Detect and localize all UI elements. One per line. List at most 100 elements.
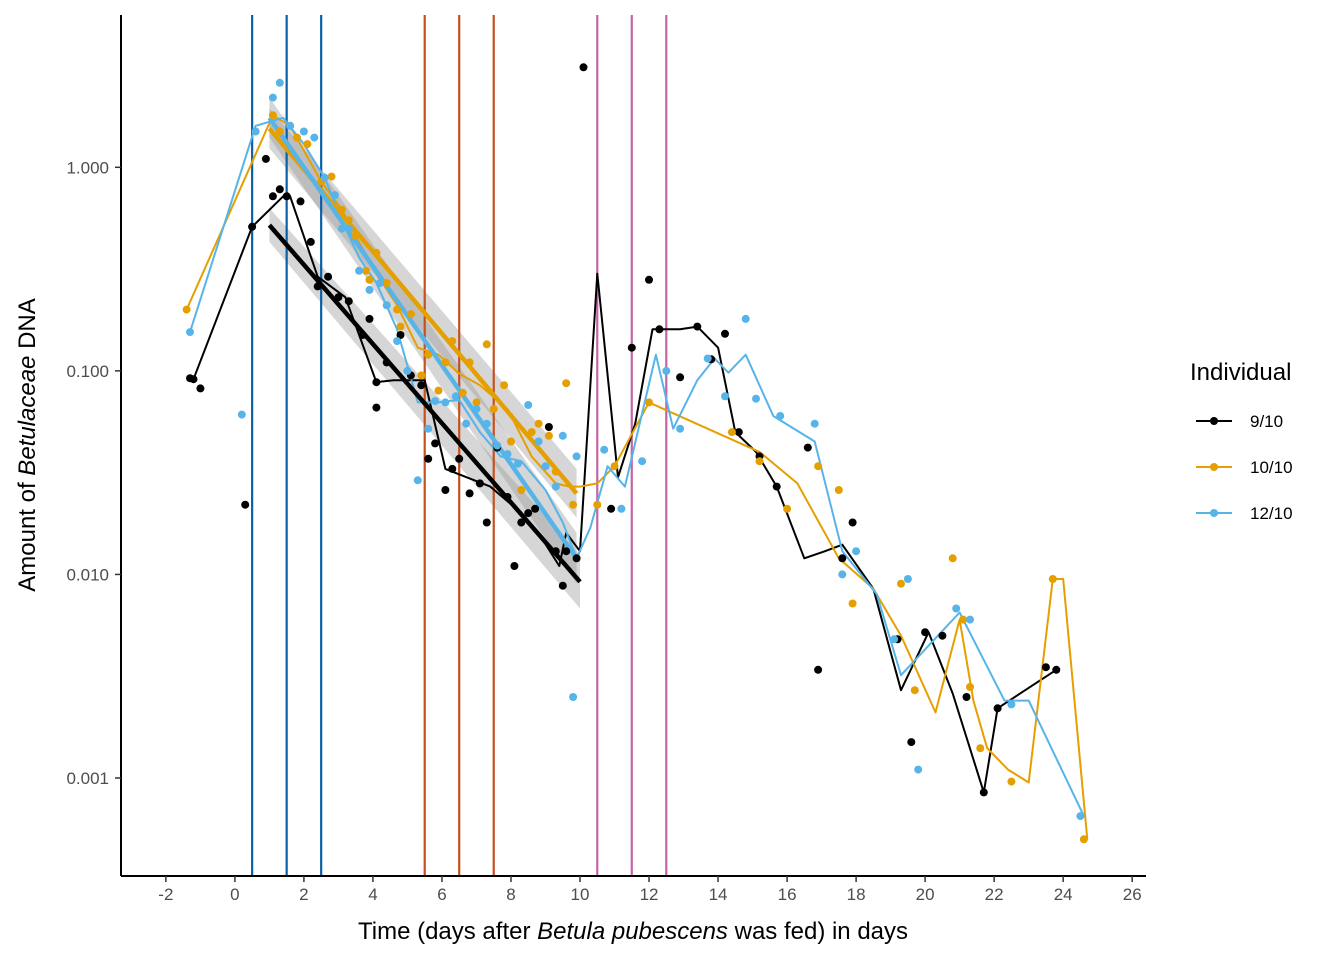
x-tick-label: 20 xyxy=(916,885,935,904)
data-point-2 xyxy=(569,500,578,509)
y-ticks: 0.001 0.010 0.100 1.000 xyxy=(66,158,121,788)
data-point-2 xyxy=(275,127,284,136)
data-point-1 xyxy=(551,547,560,556)
data-point-2 xyxy=(966,683,974,691)
data-point-2 xyxy=(645,398,653,407)
legend-marker-2 xyxy=(1210,463,1218,471)
data-point-3 xyxy=(703,354,712,363)
data-point-3 xyxy=(903,575,912,583)
data-point-3 xyxy=(320,173,329,182)
data-point-1 xyxy=(562,547,571,556)
data-point-3 xyxy=(451,392,460,401)
data-point-1 xyxy=(579,63,588,72)
data-point-2 xyxy=(448,337,457,346)
data-point-1 xyxy=(282,192,291,201)
data-point-3 xyxy=(558,431,567,440)
data-point-1 xyxy=(734,428,743,437)
y-tick-label: 0.100 xyxy=(66,362,109,381)
data-point-2 xyxy=(482,340,491,349)
data-point-2 xyxy=(268,111,277,120)
data-point-2 xyxy=(424,350,433,359)
data-point-2 xyxy=(897,579,905,588)
data-point-3 xyxy=(966,615,974,624)
data-point-1 xyxy=(524,509,533,518)
data-point-1 xyxy=(1052,665,1061,674)
data-point-1 xyxy=(241,500,250,509)
data-point-3 xyxy=(286,121,295,130)
data-point-3 xyxy=(776,412,785,420)
data-point-1 xyxy=(313,282,322,291)
data-point-3 xyxy=(462,419,471,428)
data-point-3 xyxy=(721,392,729,401)
data-point-1 xyxy=(558,581,567,590)
y-tick-label: 0.010 xyxy=(66,565,109,584)
data-point-3 xyxy=(524,401,533,409)
data-point-1 xyxy=(372,378,381,387)
data-point-1 xyxy=(510,562,519,570)
data-point-1 xyxy=(921,628,930,637)
data-point-3 xyxy=(676,424,685,433)
data-point-2 xyxy=(610,462,619,471)
data-point-1 xyxy=(417,381,426,390)
legend-title: Individual xyxy=(1190,359,1291,386)
data-point-1 xyxy=(962,693,971,701)
data-point-2 xyxy=(406,310,415,319)
x-axis-title: Time (days after Betula pubescens was fe… xyxy=(358,918,908,945)
data-point-1 xyxy=(431,439,440,448)
x-tick-label: 0 xyxy=(230,885,239,904)
data-point-2 xyxy=(814,462,823,471)
data-point-1 xyxy=(382,358,391,367)
data-point-1 xyxy=(396,331,405,339)
data-point-2 xyxy=(527,428,536,437)
data-point-2 xyxy=(396,322,405,331)
data-point-3 xyxy=(569,693,578,701)
data-point-3 xyxy=(310,133,319,142)
data-point-3 xyxy=(344,224,353,233)
data-point-2 xyxy=(834,486,843,494)
data-point-1 xyxy=(248,222,257,231)
x-tick-label: 26 xyxy=(1123,885,1142,904)
data-point-1 xyxy=(979,788,988,797)
data-point-3 xyxy=(741,314,750,323)
x-tick-label: 12 xyxy=(640,885,659,904)
data-point-2 xyxy=(1048,575,1057,583)
data-point-2 xyxy=(362,266,370,275)
data-point-2 xyxy=(337,205,346,214)
data-point-1 xyxy=(645,275,653,284)
data-point-3 xyxy=(534,437,543,446)
data-point-3 xyxy=(952,604,961,613)
data-point-2 xyxy=(976,744,985,753)
data-point-1 xyxy=(1041,663,1050,672)
data-point-1 xyxy=(261,154,270,163)
data-point-3 xyxy=(268,93,277,102)
x-tick-label: -2 xyxy=(158,885,173,904)
x-tick-label: 8 xyxy=(506,885,515,904)
data-point-3 xyxy=(431,397,440,406)
data-point-1 xyxy=(196,384,205,393)
x-tick-label: 4 xyxy=(368,885,377,904)
data-point-2 xyxy=(465,358,474,367)
data-point-1 xyxy=(607,504,616,513)
data-point-3 xyxy=(251,127,260,136)
data-point-1 xyxy=(268,192,277,201)
data-point-2 xyxy=(959,615,968,624)
data-point-2 xyxy=(507,437,515,446)
data-point-2 xyxy=(551,467,560,476)
data-point-3 xyxy=(355,266,364,275)
data-point-1 xyxy=(814,665,823,674)
data-point-2 xyxy=(1079,835,1088,844)
data-point-1 xyxy=(424,454,433,463)
data-point-3 xyxy=(1076,812,1085,821)
x-tick-label: 2 xyxy=(299,885,308,904)
x-tick-label: 18 xyxy=(847,885,866,904)
y-tick-label: 0.001 xyxy=(66,769,109,788)
data-point-2 xyxy=(365,275,374,284)
data-point-1 xyxy=(448,464,457,473)
data-point-3 xyxy=(375,279,384,288)
data-point-1 xyxy=(482,518,491,527)
data-point-3 xyxy=(337,224,346,233)
legend: Individual 9/10 10/10 12/10 xyxy=(1190,359,1293,523)
data-point-2 xyxy=(303,140,312,149)
data-point-2 xyxy=(182,305,191,314)
data-point-1 xyxy=(365,314,374,323)
